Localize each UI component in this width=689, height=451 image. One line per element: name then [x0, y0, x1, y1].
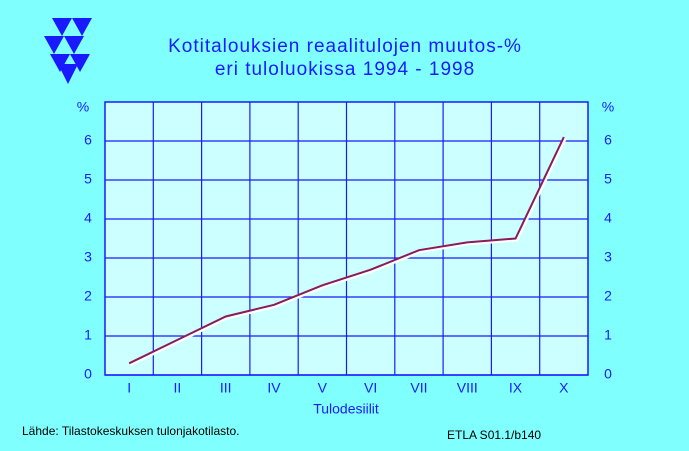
y-tick-label: 5 — [84, 171, 92, 187]
y-axis-label: % — [77, 99, 89, 115]
line — [128, 136, 565, 365]
chart-code: ETLA S01.1/b140 — [447, 428, 541, 442]
y-tick-label: 2 — [84, 288, 92, 304]
y2-tick-label: 6 — [604, 132, 612, 148]
x-tick-label: VIII — [457, 380, 478, 396]
y2-axis-label: % — [602, 99, 614, 115]
y2-tick-label: 5 — [604, 171, 612, 187]
y-tick-label: 6 — [84, 132, 92, 148]
chart-subtitle: eri tuloluokissa 1994 - 1998 — [215, 59, 475, 80]
y2-tick-label: 1 — [604, 327, 612, 343]
x-tick-label: IV — [267, 380, 281, 396]
y-tick-label: 3 — [84, 249, 92, 265]
x-tick-label: IX — [509, 380, 523, 396]
y2-tick-label: 0 — [604, 366, 612, 382]
x-tick-label: I — [127, 380, 131, 396]
y2-tick-label: 4 — [604, 210, 612, 226]
y-tick-label: 1 — [84, 327, 92, 343]
y2-tick-label: 3 — [604, 249, 612, 265]
x-axis-label: Tulodesiilit — [313, 401, 379, 417]
x-tick-label: III — [220, 380, 232, 396]
plot-border — [104, 101, 589, 376]
y-tick-label: 0 — [84, 366, 92, 382]
x-tick-label: V — [318, 380, 328, 396]
x-tick-label: VII — [410, 380, 427, 396]
x-tick-label: X — [559, 380, 569, 396]
chart-title: Kotitalouksien reaalitulojen muutos-% — [168, 36, 522, 57]
x-tick-label: VI — [364, 380, 377, 396]
source-note: Lähde: Tilastokeskuksen tulonjakotilasto… — [22, 424, 239, 438]
line-highlight — [129, 137, 567, 367]
logo — [44, 18, 92, 84]
y2-tick-label: 2 — [604, 288, 612, 304]
x-tick-label: II — [174, 380, 182, 396]
y-tick-label: 4 — [84, 210, 92, 226]
